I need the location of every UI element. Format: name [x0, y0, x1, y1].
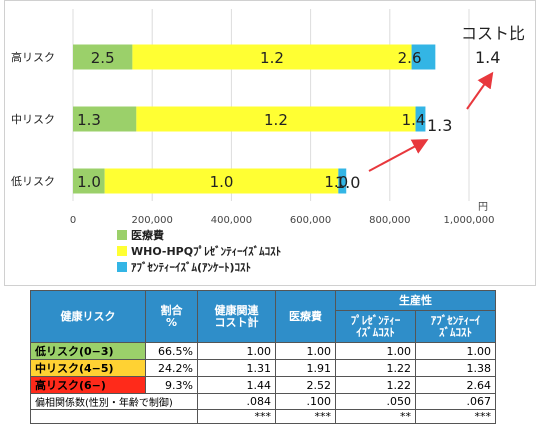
table-row: 低リスク(0−3) 66.5% 1.00 1.00 1.00 1.00	[30, 342, 496, 360]
legend-swatch	[117, 262, 127, 272]
risk-cell: 低リスク(0−3)	[30, 342, 146, 360]
cost-ratio-value: 1.3	[427, 116, 452, 135]
sig-total: ***	[197, 409, 276, 424]
header-ratio: 割合%	[145, 290, 198, 343]
table-row: 高リスク(6−) 9.3% 1.44 2.52 1.22 2.64	[30, 376, 496, 394]
risk-cost-table: 健康リスク 割合% 健康関連 コスト計 医療費 生産性 ﾌﾟﾚｾﾞﾝﾃｨｰ ｲｽﾞﾑ…	[30, 290, 496, 424]
coef-label: 偏相関係数(性別・年齢で制御)	[30, 393, 198, 410]
presentee-cell: 1.00	[335, 342, 416, 360]
data-label: 1.4	[402, 111, 426, 129]
medical-cell: 1.91	[275, 359, 336, 377]
x-tick-label: 1,000,000	[444, 215, 495, 226]
x-tick-label: 0	[70, 215, 76, 226]
cost-chart-panel: 0 200,000 400,000 600,000 800,000 1,000,000 円 高…	[4, 0, 536, 286]
category-label: 低リスク	[11, 175, 55, 188]
data-label: 1.2	[264, 111, 288, 129]
bar-segment	[104, 168, 339, 194]
legend-label: 医療費	[131, 228, 164, 242]
trend-arrow	[368, 139, 429, 172]
cost-ratio-title: コスト比	[461, 24, 525, 43]
absentee-cell: 2.64	[415, 376, 496, 394]
x-unit-label: 円	[478, 202, 488, 213]
absentee-cell: 1.38	[415, 359, 496, 377]
absentee-cell: 1.00	[415, 342, 496, 360]
legend-label: WHO-HPQﾌﾟﾚｾﾞﾝﾃｨｰｲｽﾞﾑｺｽﾄ	[131, 244, 281, 258]
x-tick-label: 400,000	[211, 215, 252, 226]
data-label: 2.6	[398, 49, 422, 67]
total-cell: 1.31	[197, 359, 276, 377]
legend-swatch	[117, 230, 127, 240]
data-label: 1.0	[324, 173, 348, 191]
header-health-risk: 健康リスク	[30, 290, 146, 343]
bar-segment	[415, 106, 426, 132]
x-tick-label: 600,000	[290, 215, 331, 226]
medical-cell: 1.00	[275, 342, 336, 360]
legend-label: ｱﾌﾞｾﾝﾃｨｰｲｽﾞﾑ(ｱﾝｹｰﾄ)ｺｽﾄ	[131, 260, 251, 274]
bar-segment	[136, 106, 416, 132]
coef-medical: .100	[275, 393, 336, 410]
coef-absentee: .067	[415, 393, 496, 410]
table-row: 中リスク(4−5) 24.2% 1.31 1.91 1.22 1.38	[30, 359, 496, 377]
ratio-cell: 24.2%	[145, 359, 198, 377]
bar-segment	[338, 168, 347, 194]
bar-segment	[73, 168, 105, 194]
sig-presentee: **	[335, 409, 416, 424]
data-label: 1.3	[77, 111, 101, 129]
total-cell: 1.00	[197, 342, 276, 360]
header-presentee: ﾌﾟﾚｾﾞﾝﾃｨｰ ｲｽﾞﾑｺｽﾄ	[335, 310, 416, 343]
bar-segment	[132, 44, 412, 70]
cost-bar-chart: 0 200,000 400,000 600,000 800,000 1,000,000 円 高…	[11, 9, 525, 274]
risk-cell: 高リスク(6−)	[30, 376, 146, 394]
data-label: 1.0	[210, 173, 234, 191]
header-total-cost: 健康関連 コスト計	[197, 290, 276, 343]
x-tick-label: 200,000	[132, 215, 173, 226]
medical-cell: 2.52	[275, 376, 336, 394]
category-label: 高リスク	[11, 50, 55, 64]
header-medical: 医療費	[275, 290, 336, 343]
coef-presentee: .050	[335, 393, 416, 410]
data-label: 1.0	[77, 173, 101, 191]
sig-label	[30, 409, 198, 424]
ratio-cell: 66.5%	[145, 342, 198, 360]
header-productivity: 生産性	[335, 290, 496, 311]
bar-segment	[411, 44, 436, 70]
cost-ratio-value: 1.0	[335, 173, 360, 192]
sig-medical: ***	[275, 409, 336, 424]
presentee-cell: 1.22	[335, 359, 416, 377]
ratio-cell: 9.3%	[145, 376, 198, 394]
total-cell: 1.44	[197, 376, 276, 394]
risk-cell: 中リスク(4−5)	[30, 359, 146, 377]
sig-absentee: ***	[415, 409, 496, 424]
trend-arrow	[466, 71, 494, 110]
data-label: 1.2	[260, 49, 284, 67]
coef-total: .084	[197, 393, 276, 410]
bar-segment	[73, 44, 133, 70]
legend-swatch	[117, 246, 127, 256]
header-absentee: ｱﾌﾞｾﾝﾃｨｰｲ ｽﾞﾑｺｽﾄ	[415, 310, 496, 343]
category-label: 中リスク	[11, 113, 55, 126]
bar-segment	[73, 106, 137, 132]
cost-ratio-value: 1.4	[475, 48, 500, 67]
x-tick-label: 800,000	[369, 215, 410, 226]
presentee-cell: 1.22	[335, 376, 416, 394]
data-label: 2.5	[91, 49, 115, 67]
